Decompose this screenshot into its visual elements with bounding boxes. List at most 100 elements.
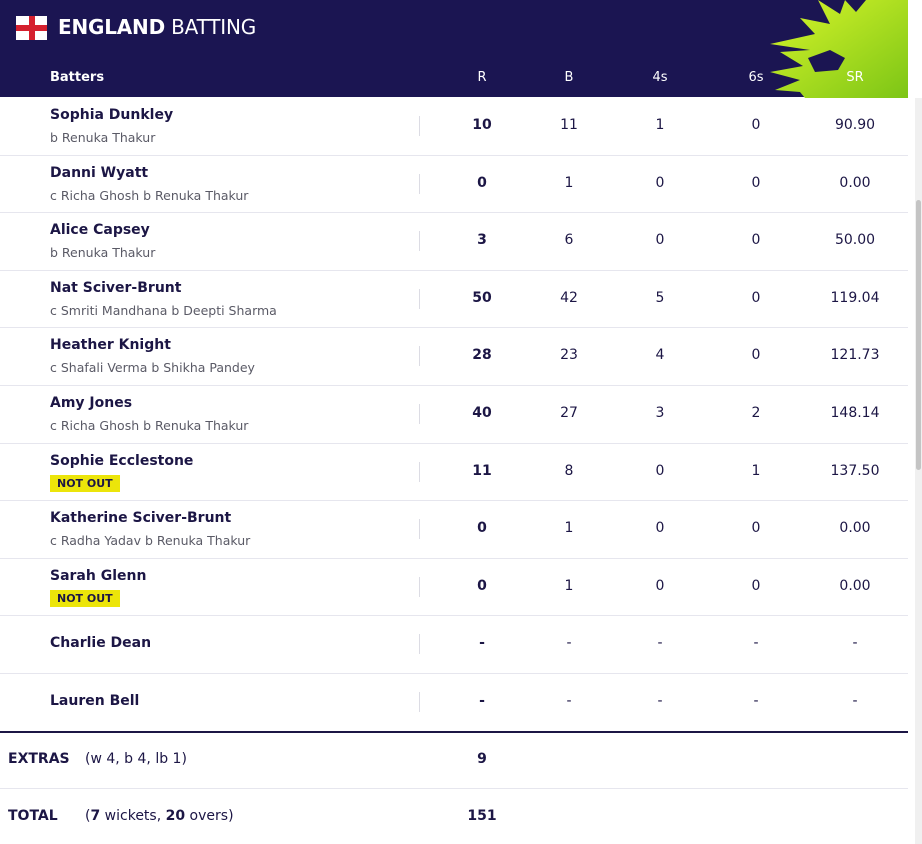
column-separator xyxy=(419,289,420,309)
sixes-cell: 1 xyxy=(751,463,761,479)
batter-name[interactable]: Alice Capsey xyxy=(50,222,150,238)
fours-cell: - xyxy=(657,635,663,651)
batter-name[interactable]: Sophie Ecclestone xyxy=(50,453,194,469)
column-separator xyxy=(419,174,420,194)
batter-name[interactable]: Nat Sciver-Brunt xyxy=(50,280,182,296)
dismissal-text: c Richa Ghosh b Renuka Thakur xyxy=(50,418,249,433)
batter-row: Katherine Sciver-Brunt c Radha Yadav b Re… xyxy=(0,501,908,559)
sixes-cell: - xyxy=(753,635,759,651)
column-separator xyxy=(419,634,420,654)
runs-cell: 0 xyxy=(477,578,487,594)
sixes-cell: 0 xyxy=(751,578,761,594)
column-header-bar xyxy=(0,60,908,97)
fours-cell: 3 xyxy=(655,405,665,421)
batter-name[interactable]: Heather Knight xyxy=(50,337,171,353)
strike-rate-cell: 121.73 xyxy=(830,347,880,363)
scrollbar-track[interactable] xyxy=(915,98,922,844)
not-out-badge: NOT OUT xyxy=(50,475,120,492)
batter-name[interactable]: Sophia Dunkley xyxy=(50,107,174,123)
dismissal-text: c Shafali Verma b Shikha Pandey xyxy=(50,360,255,375)
strike-rate-cell: - xyxy=(852,635,858,651)
balls-cell: - xyxy=(566,693,572,709)
fours-cell: 0 xyxy=(655,578,665,594)
dismissal-text: b Renuka Thakur xyxy=(50,245,156,260)
extras-detail: (w 4, b 4, lb 1) xyxy=(85,751,187,767)
runs-cell: 3 xyxy=(477,232,487,248)
column-separator xyxy=(419,231,420,251)
sixes-cell: 0 xyxy=(751,232,761,248)
strike-rate-cell: 50.00 xyxy=(834,232,876,248)
total-label: TOTAL xyxy=(8,808,58,824)
runs-cell: 40 xyxy=(472,405,492,421)
innings-title: ENGLAND BATTING xyxy=(58,15,256,39)
fours-cell: - xyxy=(657,693,663,709)
column-separator xyxy=(419,577,420,597)
total-overs: 20 xyxy=(165,808,186,824)
column-separator xyxy=(419,462,420,482)
total-detail: (7 wickets, 20 overs) xyxy=(85,808,234,824)
fours-cell: 4 xyxy=(655,347,665,363)
batter-name[interactable]: Charlie Dean xyxy=(50,635,152,651)
balls-cell: 27 xyxy=(560,405,578,421)
batter-row: Sarah Glenn NOT OUT 0 1 0 0 0.00 xyxy=(0,559,908,616)
column-separator xyxy=(419,519,420,539)
strike-rate-cell: 137.50 xyxy=(830,463,880,479)
batter-name[interactable]: Danni Wyatt xyxy=(50,165,149,181)
footer-divider xyxy=(0,788,908,789)
batter-row: Lauren Bell - - - - - xyxy=(0,674,908,732)
batter-name[interactable]: Lauren Bell xyxy=(50,693,140,709)
strike-rate-cell: 0.00 xyxy=(839,578,871,594)
batter-row: Alice Capsey b Renuka Thakur 3 6 0 0 50.00 xyxy=(0,213,908,271)
runs-cell: 11 xyxy=(472,463,492,479)
dismissal-text: c Richa Ghosh b Renuka Thakur xyxy=(50,188,249,203)
balls-cell: 42 xyxy=(560,290,578,306)
not-out-badge: NOT OUT xyxy=(50,590,120,607)
strike-rate-cell: 119.04 xyxy=(830,290,880,306)
dismissal-text: c Smriti Mandhana b Deepti Sharma xyxy=(50,303,277,318)
fours-cell: 1 xyxy=(655,117,665,133)
innings-word: BATTING xyxy=(171,15,257,39)
batter-name[interactable]: Amy Jones xyxy=(50,395,133,411)
balls-cell: 1 xyxy=(564,175,574,191)
strike-rate-cell: 148.14 xyxy=(830,405,880,421)
team-name: ENGLAND xyxy=(58,15,165,39)
batter-name[interactable]: Katherine Sciver-Brunt xyxy=(50,510,232,526)
fours-cell: 0 xyxy=(655,520,665,536)
batter-row: Amy Jones c Richa Ghosh b Renuka Thakur 40… xyxy=(0,386,908,444)
strike-rate-cell: 0.00 xyxy=(839,175,871,191)
balls-cell: - xyxy=(566,635,572,651)
sixes-cell: 0 xyxy=(751,347,761,363)
balls-cell: 1 xyxy=(564,578,574,594)
batter-row: Danni Wyatt c Richa Ghosh b Renuka Thakur… xyxy=(0,156,908,213)
runs-cell: 28 xyxy=(472,347,492,363)
strike-rate-cell: 0.00 xyxy=(839,520,871,536)
extras-value: 9 xyxy=(477,751,487,767)
fours-cell: 0 xyxy=(655,175,665,191)
col-batters: Batters xyxy=(50,70,105,85)
sixes-cell: 2 xyxy=(751,405,761,421)
runs-cell: - xyxy=(479,635,485,651)
scrollbar-thumb[interactable] xyxy=(916,200,921,470)
col-sixes: 6s xyxy=(748,70,764,85)
balls-cell: 6 xyxy=(564,232,574,248)
col-balls: B xyxy=(564,70,574,85)
balls-cell: 8 xyxy=(564,463,574,479)
column-separator xyxy=(419,116,420,136)
runs-cell: 50 xyxy=(472,290,492,306)
extras-label: EXTRAS xyxy=(8,751,70,767)
sixes-cell: 0 xyxy=(751,175,761,191)
fours-cell: 0 xyxy=(655,232,665,248)
balls-cell: 1 xyxy=(564,520,574,536)
total-value: 151 xyxy=(467,808,497,824)
england-flag-icon xyxy=(16,16,47,40)
fours-cell: 5 xyxy=(655,290,665,306)
batter-row: Sophia Dunkley b Renuka Thakur 10 11 1 0 90.90 xyxy=(0,98,908,156)
batter-name[interactable]: Sarah Glenn xyxy=(50,568,147,584)
batter-row: Nat Sciver-Brunt c Smriti Mandhana b Deep… xyxy=(0,271,908,328)
fours-cell: 0 xyxy=(655,463,665,479)
batter-row: Heather Knight c Shafali Verma b Shikha P… xyxy=(0,328,908,386)
dismissal-text: b Renuka Thakur xyxy=(50,130,156,145)
dismissal-text: c Radha Yadav b Renuka Thakur xyxy=(50,533,251,548)
runs-cell: 0 xyxy=(477,520,487,536)
strike-rate-cell: - xyxy=(852,693,858,709)
